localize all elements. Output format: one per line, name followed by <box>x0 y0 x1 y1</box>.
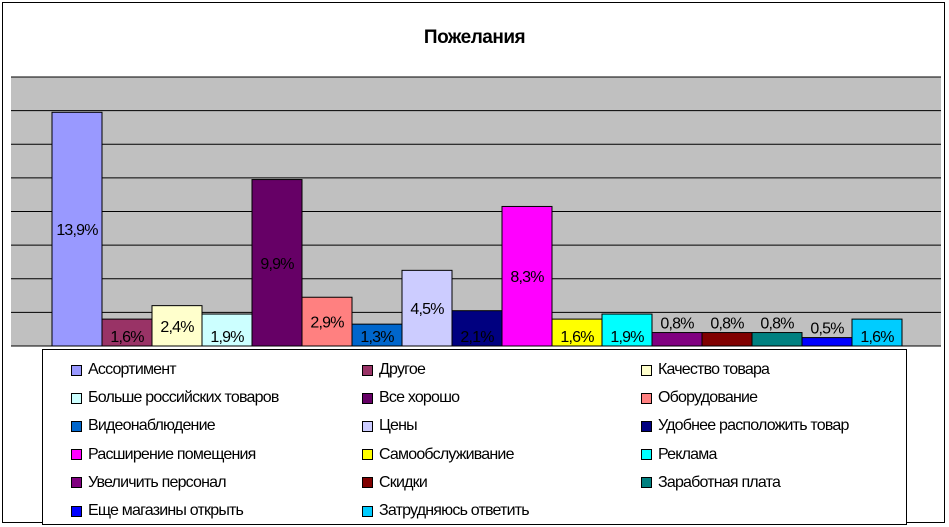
data-label: 2,9% <box>310 315 344 332</box>
data-label: 1,6% <box>860 329 894 346</box>
plot-area: 13,9% 1,6% 2,4% 1,9% 9,9% 2,9% 1,3% 4,5% 2,1% 8,3… <box>11 76 941 347</box>
bar <box>251 179 303 347</box>
data-label: 4,5% <box>410 301 444 318</box>
bar <box>401 269 453 347</box>
legend-label: Еще магазины открыть <box>88 502 244 519</box>
legend-item: Цены <box>362 416 418 436</box>
legend-swatch <box>362 392 373 404</box>
legend-swatch <box>71 392 82 404</box>
legend-item: Увеличить персонал <box>71 473 227 493</box>
data-label: 0,8% <box>660 316 694 333</box>
data-label: 1,6% <box>110 329 144 346</box>
legend-swatch <box>71 420 82 432</box>
legend-swatch <box>362 449 373 461</box>
data-label: 0,8% <box>710 316 744 333</box>
data-label: 13,9% <box>56 222 98 239</box>
bar <box>601 313 653 347</box>
bar <box>751 332 803 347</box>
data-label: 1,6% <box>560 329 594 346</box>
legend-swatch <box>641 364 652 376</box>
legend-item: Видеонаблюдение <box>71 416 216 436</box>
legend-label: Скидки <box>379 473 428 491</box>
legend-label: Другое <box>379 361 426 378</box>
legend-swatch <box>362 364 373 376</box>
data-label: 9,9% <box>260 256 294 273</box>
legend-label: Удобнее расположить товар <box>658 417 849 435</box>
legend-item: Еще магазины открыть <box>71 501 244 521</box>
legend-label: Реклама <box>658 445 717 463</box>
legend-swatch <box>362 420 373 432</box>
bar <box>551 318 603 347</box>
legend-swatch <box>362 477 373 489</box>
legend-swatch <box>71 505 82 517</box>
legend-label: Все хорошо <box>379 389 460 407</box>
legend-swatch <box>362 505 373 517</box>
legend-label: Заработная плата <box>658 473 781 491</box>
legend-item: Больше российских товаров <box>71 388 279 408</box>
legend-label: Больше российских товаров <box>88 389 279 407</box>
bar <box>501 205 553 347</box>
bar <box>651 332 703 347</box>
legend-label: Качество товара <box>658 361 770 378</box>
data-label: 0,5% <box>810 321 844 338</box>
bar <box>301 296 353 347</box>
legend-item: Ассортимент <box>71 360 177 380</box>
data-label: 2,4% <box>160 319 194 336</box>
chart-title: Пожелания <box>423 27 526 48</box>
legend-swatch <box>71 364 82 376</box>
bar <box>51 111 103 347</box>
legend-item: Реклама <box>641 445 717 465</box>
bar <box>701 332 753 347</box>
bar <box>851 318 903 347</box>
legend-item: Самообслуживание <box>362 445 514 465</box>
legend-label: Самообслуживание <box>379 445 514 463</box>
bar <box>801 337 853 347</box>
legend-item: Скидки <box>362 473 428 493</box>
legend-item: Качество товара <box>641 360 770 380</box>
legend-label: Затрудняюсь ответить <box>379 502 530 519</box>
legend-swatch <box>71 477 82 489</box>
legend: Ассортимент Другое Качество товара Больше р… <box>42 349 907 525</box>
data-label: 0,8% <box>760 316 794 333</box>
legend-label: Ассортимент <box>88 361 177 378</box>
legend-item: Другое <box>362 360 426 380</box>
legend-swatch <box>641 477 652 489</box>
legend-label: Цены <box>379 417 418 435</box>
legend-swatch <box>641 420 652 432</box>
data-label: 8,3% <box>510 269 544 286</box>
legend-item: Оборудование <box>641 388 758 408</box>
legend-swatch <box>71 449 82 461</box>
legend-swatch <box>641 392 652 404</box>
bar <box>151 305 203 347</box>
legend-swatch <box>641 449 652 461</box>
data-label: 1,3% <box>360 329 394 346</box>
legend-item: Затрудняюсь ответить <box>362 501 530 521</box>
legend-label: Расширение помещения <box>88 445 256 463</box>
data-label: 1,9% <box>610 329 644 346</box>
legend-label: Видеонаблюдение <box>88 417 216 435</box>
legend-label: Оборудование <box>658 389 758 407</box>
legend-label: Увеличить персонал <box>88 473 227 491</box>
data-label: 1,9% <box>210 329 244 346</box>
legend-item: Все хорошо <box>362 388 460 408</box>
legend-item: Расширение помещения <box>71 445 256 465</box>
legend-item: Удобнее расположить товар <box>641 416 849 436</box>
legend-item: Заработная плата <box>641 473 781 493</box>
data-label: 2,1% <box>460 329 494 346</box>
